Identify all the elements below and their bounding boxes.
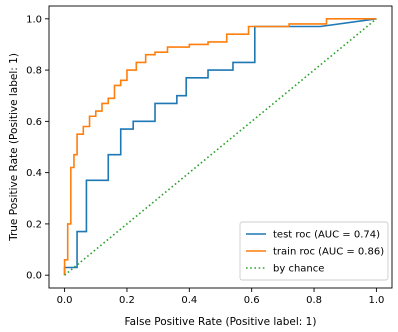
series-layer <box>63 18 377 276</box>
y-axis-label: True Positive Rate (Positive label: 1) <box>8 53 20 242</box>
x-tick-label: 0.8 <box>306 295 322 306</box>
legend-box <box>239 221 389 281</box>
x-tick-label: 0.4 <box>181 295 197 306</box>
y-tick-label: 1.0 <box>26 14 42 25</box>
series-line-0 <box>63 18 377 276</box>
x-tick-label: 1.0 <box>368 295 384 306</box>
legend-label: test roc (AUC = 0.74) <box>273 230 380 241</box>
series-line-2 <box>64 18 377 276</box>
x-tick-label: 0.6 <box>244 295 260 306</box>
x-axis-label: False Positive Rate (Positive label: 1) <box>125 316 317 328</box>
x-tick-label: 0.0 <box>57 295 73 306</box>
y-axis: 0.0 0.2 0.4 0.6 0.8 1.0 <box>26 14 49 282</box>
y-tick-label: 0.0 <box>26 271 42 282</box>
y-tick-label: 0.8 <box>26 66 42 77</box>
plot-frame <box>48 5 393 289</box>
series-line-1 <box>63 18 377 276</box>
x-tick-label: 0.2 <box>119 295 135 306</box>
y-tick-label: 0.6 <box>26 117 42 128</box>
legend: test roc (AUC = 0.74) train roc (AUC = 0.… <box>239 221 389 281</box>
legend-label: by chance <box>273 264 324 275</box>
legend-label: train roc (AUC = 0.86) <box>273 247 384 258</box>
y-tick-label: 0.4 <box>26 168 42 179</box>
y-tick-label: 0.2 <box>26 219 42 230</box>
x-axis: 0.0 0.2 0.4 0.6 0.8 1.0 <box>57 288 384 306</box>
